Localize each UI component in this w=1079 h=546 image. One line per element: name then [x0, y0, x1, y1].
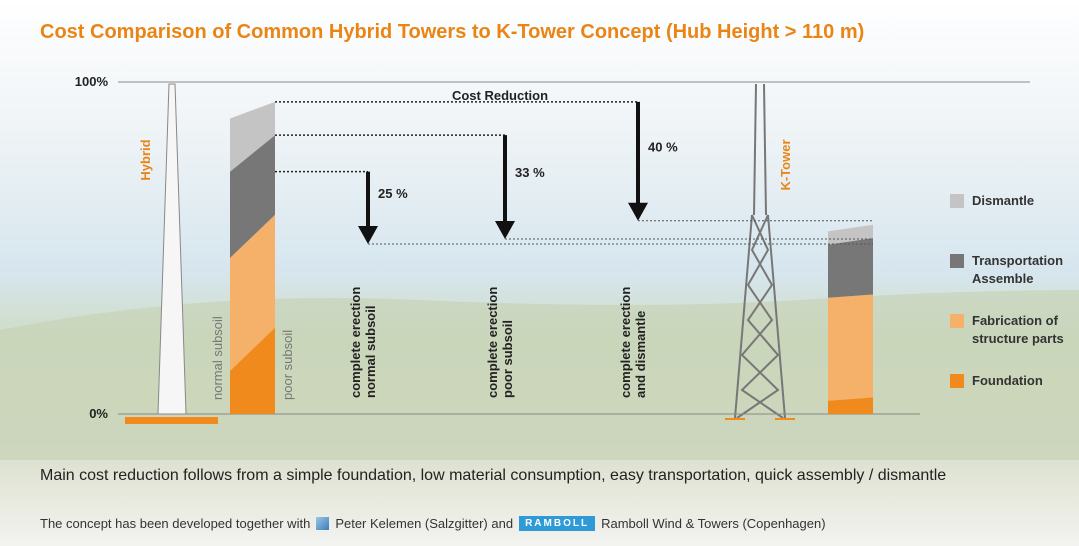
reduction-text: normal subsoil	[363, 306, 378, 398]
legend-swatch	[950, 314, 964, 328]
footer-credit: The concept has been developed together …	[40, 516, 826, 531]
legend-label: Fabrication of structure parts	[972, 312, 1072, 348]
edge-label: poor subsoil	[280, 330, 295, 400]
logo: RAMBOLL	[519, 516, 595, 531]
reduction-label: 40 %	[648, 139, 678, 154]
edge-label: normal subsoil	[210, 316, 225, 400]
hybrid-foundation-icon	[125, 417, 218, 424]
reduction-text: complete erection	[618, 287, 633, 398]
legend-swatch	[950, 194, 964, 208]
title: Cost Comparison of Common Hybrid Towers …	[40, 21, 864, 43]
footer-main: Main cost reduction follows from a simpl…	[40, 467, 946, 485]
tower-label: K-Tower	[778, 139, 793, 190]
reduction-text: complete erection	[485, 287, 500, 398]
reduction-text: poor subsoil	[500, 320, 515, 398]
legend-label: Foundation	[972, 372, 1072, 390]
icon	[316, 517, 329, 530]
tower-label: Hybrid	[138, 139, 153, 180]
legend-label: Transportation Assemble	[972, 252, 1072, 288]
stack-segment	[828, 238, 873, 298]
partner1: Peter Kelemen (Salzgitter) and	[335, 516, 513, 531]
y-tick-label: 0%	[89, 406, 108, 421]
reduction-label: 25 %	[378, 186, 408, 201]
legend-swatch	[950, 254, 964, 268]
slide: Cost Comparison of Common Hybrid Towers …	[0, 0, 1079, 546]
chart: Cost Comparison of Common Hybrid Towers …	[0, 0, 1079, 546]
credit-intro: The concept has been developed together …	[40, 516, 310, 531]
reduction-text: complete erection	[348, 287, 363, 398]
legend-label: Dismantle	[972, 192, 1072, 210]
stack-segment	[828, 294, 873, 400]
reduction-text: and dismantle	[633, 311, 648, 398]
reduction-label: 33 %	[515, 165, 545, 180]
partner2: Ramboll Wind & Towers (Copenhagen)	[601, 516, 825, 531]
reduction-title: Cost Reduction	[452, 88, 548, 103]
legend-swatch	[950, 374, 964, 388]
y-tick-label: 100%	[75, 74, 109, 89]
